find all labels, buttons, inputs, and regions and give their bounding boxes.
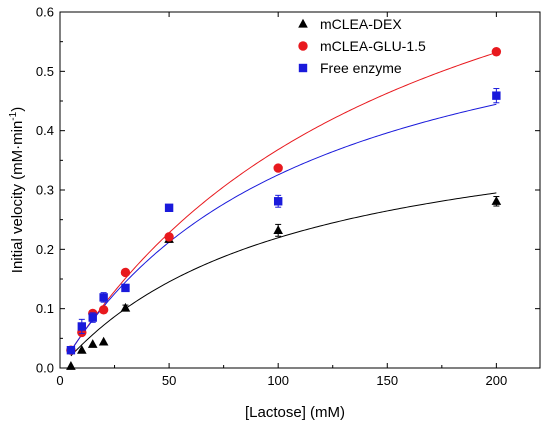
y-tick-label: 0.4 [36,123,54,138]
y-tick-label: 0.0 [36,361,54,376]
fit-curve-2 [70,52,497,352]
data-point-series-3 [492,91,501,100]
x-axis-title: [Lactose] (mM) [245,404,345,421]
data-point-series-1 [98,336,109,346]
data-point-series-1 [77,345,87,354]
y-tick-label: 0.1 [36,301,54,316]
data-point-series-1 [87,339,98,348]
x-tick-label: 50 [162,373,176,388]
y-tick-label: 0.6 [36,5,54,20]
x-tick-label: 100 [267,373,289,388]
legend: mCLEA-DEX mCLEA-GLU-1.5 Free enzyme [298,16,426,76]
data-point-series-3 [164,203,174,212]
legend-label-1: mCLEA-DEX [320,16,402,32]
fit-curve-1 [70,192,497,357]
data-point-series-3 [99,293,108,302]
data-points [66,47,502,370]
legend-marker-3 [298,63,308,73]
y-axis-title: Initial velocity (mM·min-1) [8,107,26,273]
data-point-series-3 [66,346,76,355]
y-tick-label: 0.3 [36,183,54,198]
data-point-series-2 [273,163,283,173]
y-tick-label: 0.2 [36,242,54,257]
data-point-series-1 [273,225,283,234]
legend-label-2: mCLEA-GLU-1.5 [320,38,426,54]
fit-curves [70,52,497,357]
x-tick-label: 200 [486,373,508,388]
data-point-series-2 [491,47,502,57]
y-axis-title-superscript: -1 [8,111,19,120]
data-point-series-3 [77,322,87,331]
data-point-series-1 [120,302,131,312]
data-point-series-3 [273,197,283,206]
x-tick-label: 150 [376,373,398,388]
legend-label-3: Free enzyme [320,60,402,76]
legend-marker-1 [298,18,308,28]
axes: 0 50 100 150 200 0.0 0.1 0.2 0.3 0.4 0.5 0.6 [36,5,541,388]
y-tick-label: 0.5 [36,64,54,79]
data-point-series-3 [121,283,130,293]
y-axis-title-tail: ) [9,107,26,112]
data-point-series-2 [98,305,109,315]
data-point-series-2 [164,232,174,242]
x-tick-label: 0 [56,373,63,388]
y-axis-title-main: Initial velocity (mM·min [9,121,26,274]
data-point-series-3 [88,313,97,322]
data-point-series-2 [120,267,131,278]
fit-curve-3 [70,103,497,351]
legend-marker-2 [298,41,308,51]
data-point-series-1 [491,196,502,205]
